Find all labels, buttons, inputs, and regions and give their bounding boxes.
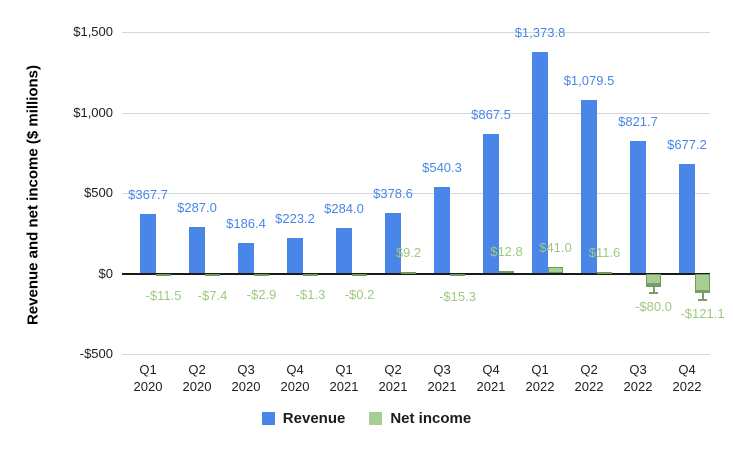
revenue-bar[interactable] — [140, 214, 156, 274]
revenue-data-label: $284.0 — [324, 200, 364, 216]
legend: Revenue Net income — [0, 410, 733, 427]
gridline — [122, 354, 710, 355]
revenue-bar[interactable] — [679, 164, 695, 274]
net-income-data-label: $9.2 — [395, 245, 422, 261]
net-income-bar[interactable] — [401, 272, 416, 275]
legend-item-revenue[interactable]: Revenue — [261, 410, 346, 427]
revenue-bar[interactable] — [483, 133, 499, 274]
x-axis-label: Q1 2022 — [525, 362, 555, 394]
revenue-data-label: $378.6 — [373, 185, 413, 201]
y-tick-label: -$500 — [79, 346, 113, 361]
revenue-data-label: $367.7 — [128, 187, 168, 203]
error-whisker-cap-icon — [647, 283, 660, 287]
error-whisker-end-icon — [698, 298, 707, 301]
y-tick-label: $500 — [84, 185, 113, 200]
revenue-bar[interactable] — [630, 141, 646, 274]
net-income-bar[interactable] — [597, 271, 612, 274]
revenue-bar[interactable] — [287, 237, 303, 274]
error-whisker-stem-icon — [652, 286, 655, 293]
revenue-data-label: $287.0 — [177, 200, 217, 216]
x-axis-label: Q2 2022 — [574, 362, 604, 394]
net-income-data-label: $11.6 — [588, 244, 621, 260]
zero-axis-line — [122, 273, 710, 275]
net-income-data-label: -$80.0 — [635, 299, 672, 315]
revenue-bar[interactable] — [434, 186, 450, 274]
x-axis-label: Q2 2021 — [378, 362, 408, 394]
net-income-bar[interactable] — [205, 274, 220, 276]
legend-item-net-income[interactable]: Net income — [369, 410, 471, 427]
x-axis-label: Q3 2020 — [231, 362, 261, 394]
x-axis-label: Q1 2021 — [329, 362, 359, 394]
net-income-swatch-icon — [369, 412, 383, 425]
revenue-swatch-icon — [261, 412, 275, 425]
revenue-data-label: $540.3 — [422, 159, 462, 175]
net-income-bar[interactable] — [254, 274, 269, 276]
error-whisker-end-icon — [649, 292, 658, 295]
x-axis-label: Q4 2022 — [672, 362, 702, 394]
y-tick-label: $1,000 — [73, 104, 113, 120]
revenue-data-label: $223.2 — [275, 210, 315, 226]
gridline — [122, 32, 710, 33]
revenue-data-label: $1,373.8 — [514, 25, 566, 41]
net-income-data-label: -$2.9 — [246, 286, 277, 302]
net-income-bar[interactable] — [303, 274, 318, 276]
net-income-bar[interactable] — [450, 274, 465, 277]
net-income-bar[interactable] — [156, 274, 171, 276]
y-tick-label: $0 — [98, 265, 113, 281]
x-axis-label: Q4 2020 — [280, 362, 310, 394]
gridline — [122, 112, 710, 114]
revenue-bar[interactable] — [532, 52, 548, 274]
revenue-bar[interactable] — [336, 227, 352, 274]
x-axis-label: Q4 2021 — [476, 362, 506, 394]
revenue-data-label: $677.2 — [667, 137, 707, 153]
x-axis-label: Q3 2021 — [427, 362, 457, 394]
net-income-data-label: $12.8 — [490, 244, 523, 260]
x-axis-label: Q3 2022 — [623, 362, 653, 394]
net-income-bar[interactable] — [499, 271, 514, 274]
revenue-data-label: $821.7 — [618, 114, 658, 130]
net-income-data-label: -$1.3 — [295, 286, 326, 302]
net-income-data-label: -$0.2 — [344, 286, 375, 302]
net-income-bar[interactable] — [548, 266, 563, 274]
legend-label-net-income: Net income — [390, 410, 472, 427]
net-income-data-label: -$121.1 — [680, 305, 725, 321]
x-axis-label: Q1 2020 — [133, 362, 163, 394]
net-income-data-label: -$7.4 — [197, 287, 228, 303]
revenue-data-label: $867.5 — [471, 106, 511, 122]
error-whisker-cap-icon — [696, 289, 709, 293]
net-income-data-label: $41.0 — [539, 239, 572, 255]
net-income-data-label: -$15.3 — [439, 288, 476, 304]
revenue-bar[interactable] — [238, 243, 254, 274]
net-income-data-label: -$11.5 — [145, 288, 182, 304]
revenue-data-label: $186.4 — [226, 216, 266, 232]
legend-label-revenue: Revenue — [282, 410, 346, 427]
revenue-bar[interactable] — [385, 212, 401, 274]
revenue-data-label: $1,079.5 — [563, 72, 615, 88]
net-income-bar[interactable] — [352, 274, 367, 276]
x-axis-label: Q2 2020 — [182, 362, 212, 394]
revenue-bar[interactable] — [581, 99, 597, 274]
error-whisker-stem-icon — [701, 292, 704, 299]
y-tick-label: $1,500 — [73, 24, 113, 39]
gridline — [122, 193, 710, 194]
revenue-bar[interactable] — [189, 227, 205, 274]
